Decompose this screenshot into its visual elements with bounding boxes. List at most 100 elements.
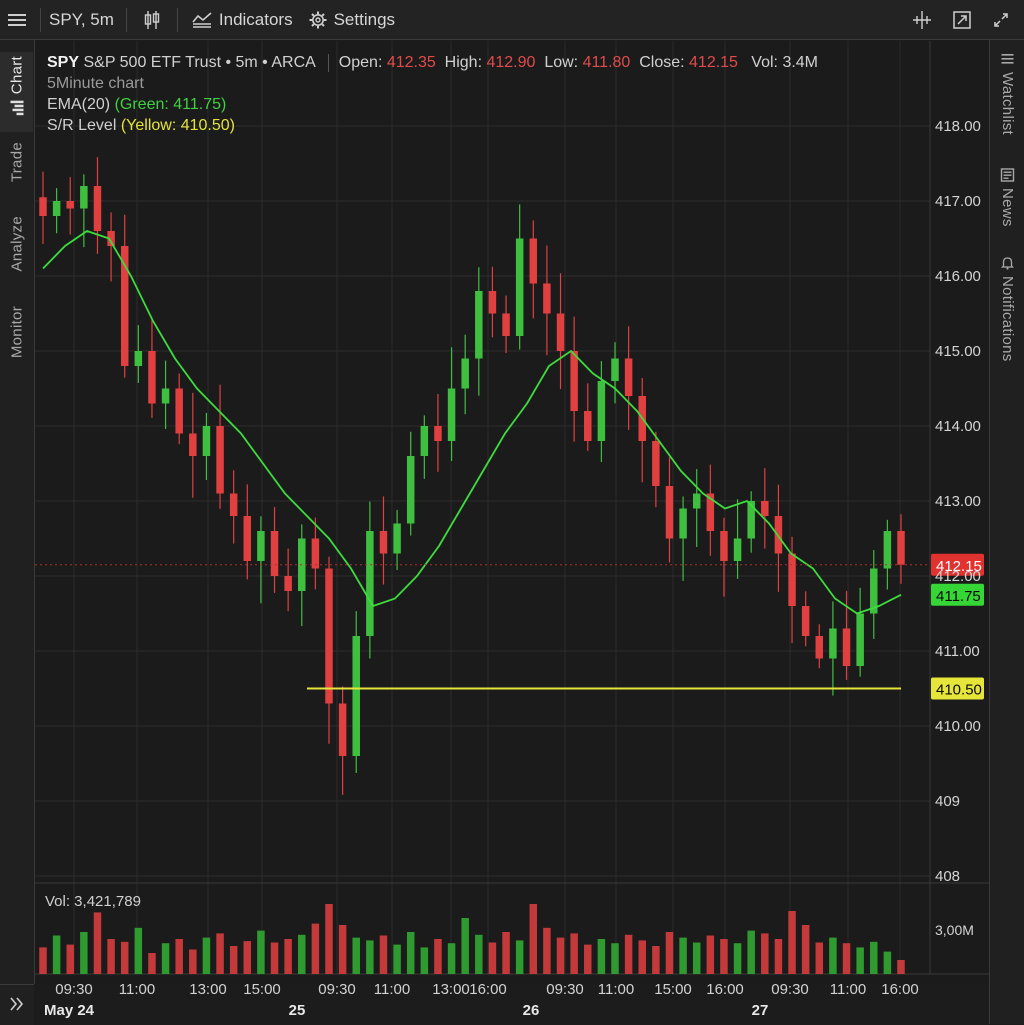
sr-label: S/R Level [47, 117, 117, 134]
tab-news[interactable]: News [999, 168, 1016, 227]
ticker-symbol: SPY [47, 54, 80, 71]
fullscreen-button[interactable] [982, 0, 1024, 40]
candle-body [815, 636, 824, 659]
volume-value: 3.4M [782, 54, 819, 71]
candle-body [679, 508, 687, 539]
volume-bar [692, 942, 701, 974]
sr-legend[interactable]: S/R Level (Yellow: 410.50) [47, 115, 818, 136]
time-tick-label: 09:30 [318, 981, 356, 998]
time-tick-label: 13:00 [189, 981, 227, 998]
candle-body [202, 426, 211, 456]
day-label: 26 [522, 1002, 540, 1019]
candle-body [189, 433, 197, 456]
volume-bar [856, 947, 864, 974]
candle-body [39, 197, 47, 216]
price-tick-label: 410.00 [935, 718, 981, 735]
candle-body [80, 186, 88, 209]
tab-watchlist-label: Watchlist [999, 72, 1016, 135]
volume-bar [597, 939, 606, 974]
indicators-label: Indicators [218, 9, 293, 29]
candle-body [856, 613, 864, 666]
volume-bar [747, 930, 755, 974]
double-chevron-right-icon [10, 997, 24, 1011]
candle-body [665, 486, 674, 539]
toolbar-divider [125, 7, 127, 32]
candle-body [761, 501, 769, 516]
candle-body [148, 351, 156, 404]
close-label: Close: [639, 54, 685, 71]
fullscreen-icon [994, 12, 1008, 27]
price-chart[interactable]: 412.15 411.75 410.50 418.00 417.00 416.00 415… [35, 41, 989, 984]
candle-body [883, 531, 892, 569]
volume-bar [842, 943, 851, 974]
collapse-rail-button[interactable] [0, 984, 34, 1025]
candle-body [66, 201, 74, 209]
volume-bar [475, 934, 483, 974]
volume-bar [624, 934, 633, 974]
candle-type-button[interactable] [133, 0, 171, 40]
price-tick-label: 409 [935, 793, 960, 810]
time-tick-label: 15:00 [243, 981, 281, 998]
candle-body [447, 388, 456, 441]
candle-body [842, 628, 851, 666]
volume-bar [338, 925, 347, 974]
tab-chart[interactable]: Chart [9, 56, 26, 116]
volume-bar [529, 904, 538, 974]
candle-body [366, 531, 374, 636]
candle-body [216, 426, 224, 494]
tab-analyze-label: Analyze [8, 216, 26, 272]
low-label: Low: [544, 54, 579, 71]
list-icon [1001, 54, 1014, 64]
news-icon [1000, 168, 1015, 182]
candle-body [161, 388, 170, 404]
settings-label: Settings [333, 9, 396, 29]
settings-button[interactable]: Settings [301, 0, 403, 40]
volume-bar [379, 935, 388, 974]
time-tick-label: 09:30 [771, 981, 809, 998]
time-tick-label: 09:30 [546, 981, 584, 998]
candle-body [897, 531, 905, 565]
volume-bar [257, 930, 265, 974]
tab-analyze[interactable]: Analyze [9, 216, 26, 271]
indicators-icon [192, 11, 212, 28]
volume-bar [120, 941, 129, 974]
symbol-interval-button[interactable]: SPY, 5m [47, 0, 120, 40]
time-tick-label: 11:00 [829, 981, 867, 998]
volume-tick-label: 3,00M [935, 922, 974, 938]
price-tick-label: 415.00 [935, 343, 981, 360]
candle-body [570, 351, 578, 411]
candle-body [543, 283, 551, 314]
tab-notifications[interactable]: Notifications [999, 256, 1016, 362]
tab-trade[interactable]: Trade [9, 142, 26, 182]
high-value: 412.90 [486, 54, 536, 71]
candle-body [747, 501, 755, 539]
tab-monitor[interactable]: Monitor [9, 306, 26, 358]
volume-bar [801, 925, 810, 974]
candle-body [107, 231, 115, 246]
ema-legend[interactable]: EMA(20) (Green: 411.75) [47, 94, 818, 115]
volume-bar [352, 937, 360, 974]
menu-icon[interactable] [0, 0, 34, 40]
price-tick-label: 418.00 [935, 118, 981, 135]
volume-bar [175, 939, 183, 974]
volume-bar [80, 932, 88, 974]
time-tick-label: 09:30 [55, 981, 93, 998]
time-tick-label: 15:00 [654, 981, 692, 998]
active-tab-highlight [0, 52, 33, 132]
indicators-button[interactable]: Indicators [184, 0, 301, 40]
open-label: Open: [338, 54, 383, 71]
candle-body [325, 568, 333, 704]
chart-panel[interactable]: 412.15 411.75 410.50 418.00 417.00 416.00 415… [35, 41, 989, 984]
candle-body [475, 291, 483, 359]
expand-button[interactable] [942, 0, 982, 40]
tab-watchlist[interactable]: Watchlist [999, 52, 1016, 135]
ema-line [42, 230, 902, 615]
candle-body [774, 516, 783, 554]
symbol-interval-label: SPY, 5m [49, 9, 114, 29]
volume-bar [148, 953, 156, 974]
candle-body [597, 381, 606, 441]
volume-bar [66, 944, 74, 974]
candle-body [352, 636, 360, 756]
crosshair-button[interactable] [902, 0, 942, 40]
price-tick-label: 417.00 [935, 193, 981, 210]
